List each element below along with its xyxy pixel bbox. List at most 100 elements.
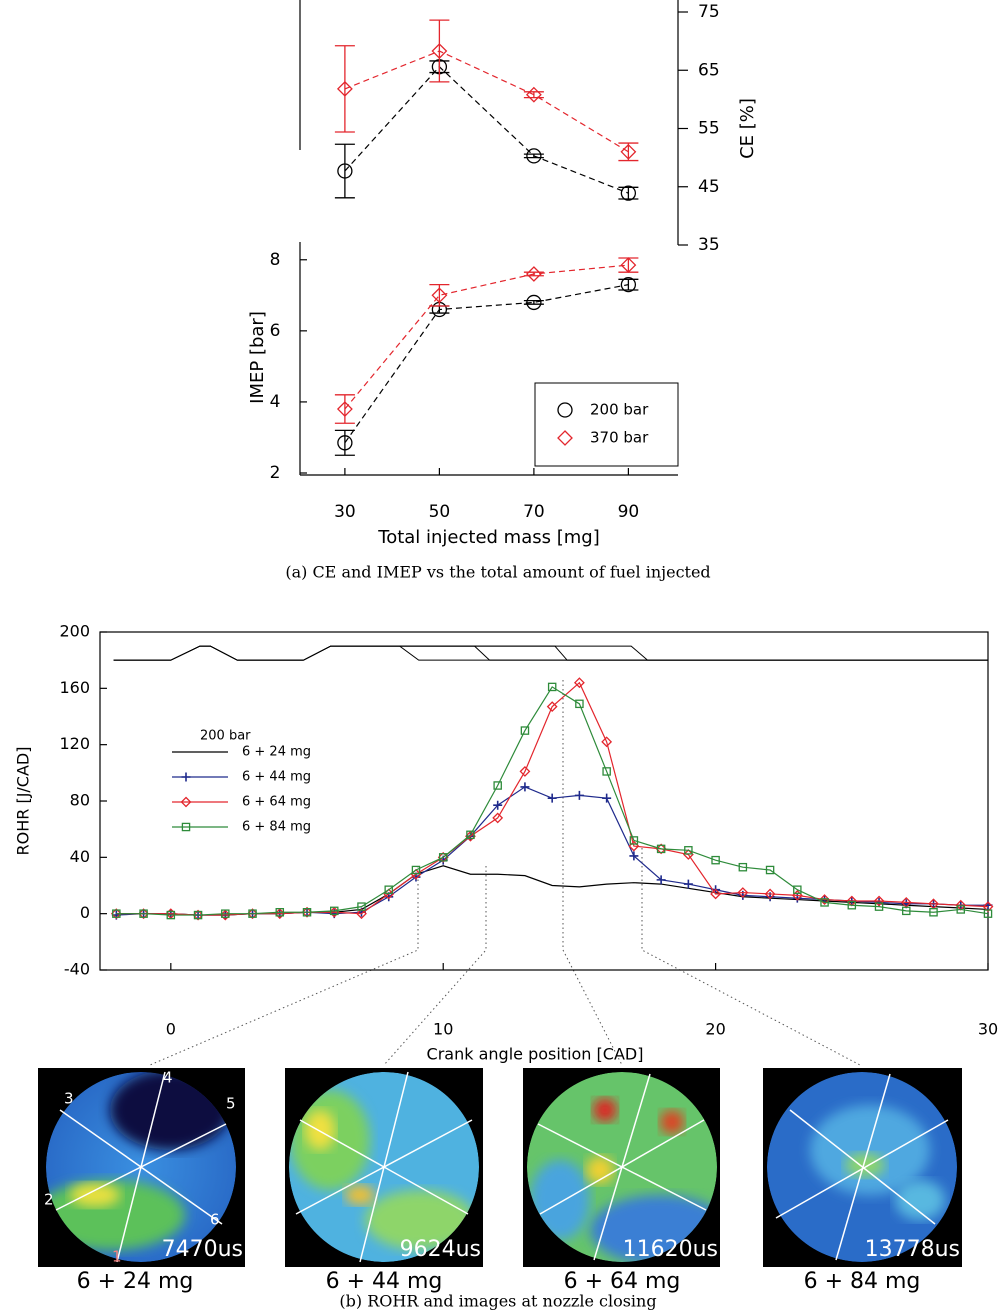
marker [337, 435, 353, 451]
marker [526, 294, 542, 311]
legend-marker [180, 796, 192, 808]
marker [629, 851, 639, 861]
marker [820, 898, 829, 907]
marker [330, 906, 339, 916]
error-bar [334, 429, 355, 456]
y-tick-label: 80 [70, 791, 90, 810]
x-tick-label: 70 [523, 502, 545, 522]
marker [336, 401, 353, 417]
marker [356, 908, 367, 920]
marker [620, 276, 637, 293]
y-tick-label: 8 [270, 250, 281, 270]
marker [683, 879, 693, 889]
marker [929, 908, 938, 917]
marker [629, 836, 639, 845]
series-line [344, 284, 629, 444]
series-line [344, 264, 629, 410]
connectors [149, 680, 861, 1066]
marker [819, 894, 830, 906]
injection-signal [113, 645, 988, 661]
y-tick-label: 120 [59, 734, 90, 753]
marker [737, 887, 749, 898]
marker [873, 895, 885, 907]
y2-tick-label: 65 [698, 60, 720, 80]
marker [411, 865, 421, 875]
injection-signal [113, 645, 988, 661]
legend-label: 6 + 44 mg [242, 770, 311, 785]
series-line [344, 65, 629, 194]
marker [574, 790, 584, 800]
error-bar [523, 271, 544, 277]
marker [601, 736, 613, 748]
y2-tick-label: 35 [698, 235, 720, 255]
legend-box [534, 382, 679, 467]
y-tick-label: 40 [70, 847, 90, 866]
marker [525, 86, 542, 103]
flame-images [38, 1068, 962, 1267]
injection-signal [113, 645, 988, 661]
spray-label: 3 [64, 1090, 74, 1108]
marker [602, 767, 611, 776]
spray-label: 2 [44, 1191, 54, 1209]
image-time: 9624us [400, 1237, 481, 1262]
plot-frame [99, 631, 989, 971]
spray-label: 5 [226, 1095, 236, 1113]
marker [431, 43, 448, 59]
x-tick-label: 0 [166, 1020, 176, 1039]
image-caption: 6 + 84 mg [804, 1269, 921, 1294]
y2-tick-label: 55 [698, 119, 720, 139]
marker [793, 885, 802, 894]
error-bar [334, 45, 355, 133]
marker [112, 909, 121, 918]
marker [765, 865, 775, 875]
legend-title: 200 bar [200, 729, 251, 744]
marker [656, 875, 666, 885]
marker [847, 900, 857, 910]
spray-label: 1 [112, 1248, 122, 1266]
y-tick-label: -40 [64, 960, 90, 979]
marker [493, 800, 503, 810]
marker [575, 699, 584, 709]
marker [384, 885, 393, 894]
y-tick-label: 0 [80, 903, 90, 922]
image-caption: 6 + 44 mg [326, 1269, 443, 1294]
marker [764, 888, 776, 900]
image-time: 7470us [162, 1237, 243, 1262]
marker [656, 844, 666, 854]
y-tick-label: 200 [59, 622, 90, 641]
marker [166, 910, 176, 920]
marker [983, 909, 993, 918]
marker [275, 908, 285, 917]
spray-label: 4 [163, 1069, 173, 1087]
legend-marker [557, 402, 573, 418]
marker [357, 902, 366, 911]
error-bar [429, 19, 450, 83]
x-tick-label: 30 [978, 1020, 998, 1039]
x-tick-label: 20 [705, 1020, 725, 1039]
marker [139, 909, 148, 918]
marker [902, 906, 911, 916]
marker [431, 287, 448, 304]
marker [956, 905, 966, 914]
caption-b: (b) ROHR and images at nozzle closing [339, 1292, 656, 1311]
y2-axis-label: CE [%] [737, 98, 758, 159]
error-bar [618, 186, 639, 200]
legend-marker [181, 772, 191, 782]
y-tick-label: 4 [270, 392, 281, 412]
marker [547, 682, 557, 692]
image-caption: 6 + 24 mg [77, 1269, 194, 1294]
error-bar [334, 143, 355, 199]
y-axis-label: ROHR [J/CAD] [14, 747, 33, 856]
x-axis-label: Total injected mass [mg] [377, 527, 599, 548]
marker [602, 793, 612, 803]
marker [547, 793, 557, 803]
marker [525, 266, 542, 282]
y2-tick-label: 75 [698, 2, 720, 22]
image-time: 11620us [623, 1237, 718, 1262]
marker [620, 185, 637, 201]
caption-a: (a) CE and IMEP vs the total amount of f… [285, 563, 710, 582]
marker [520, 726, 530, 735]
marker [620, 143, 637, 160]
y-axis-label: IMEP [bar] [247, 311, 268, 404]
